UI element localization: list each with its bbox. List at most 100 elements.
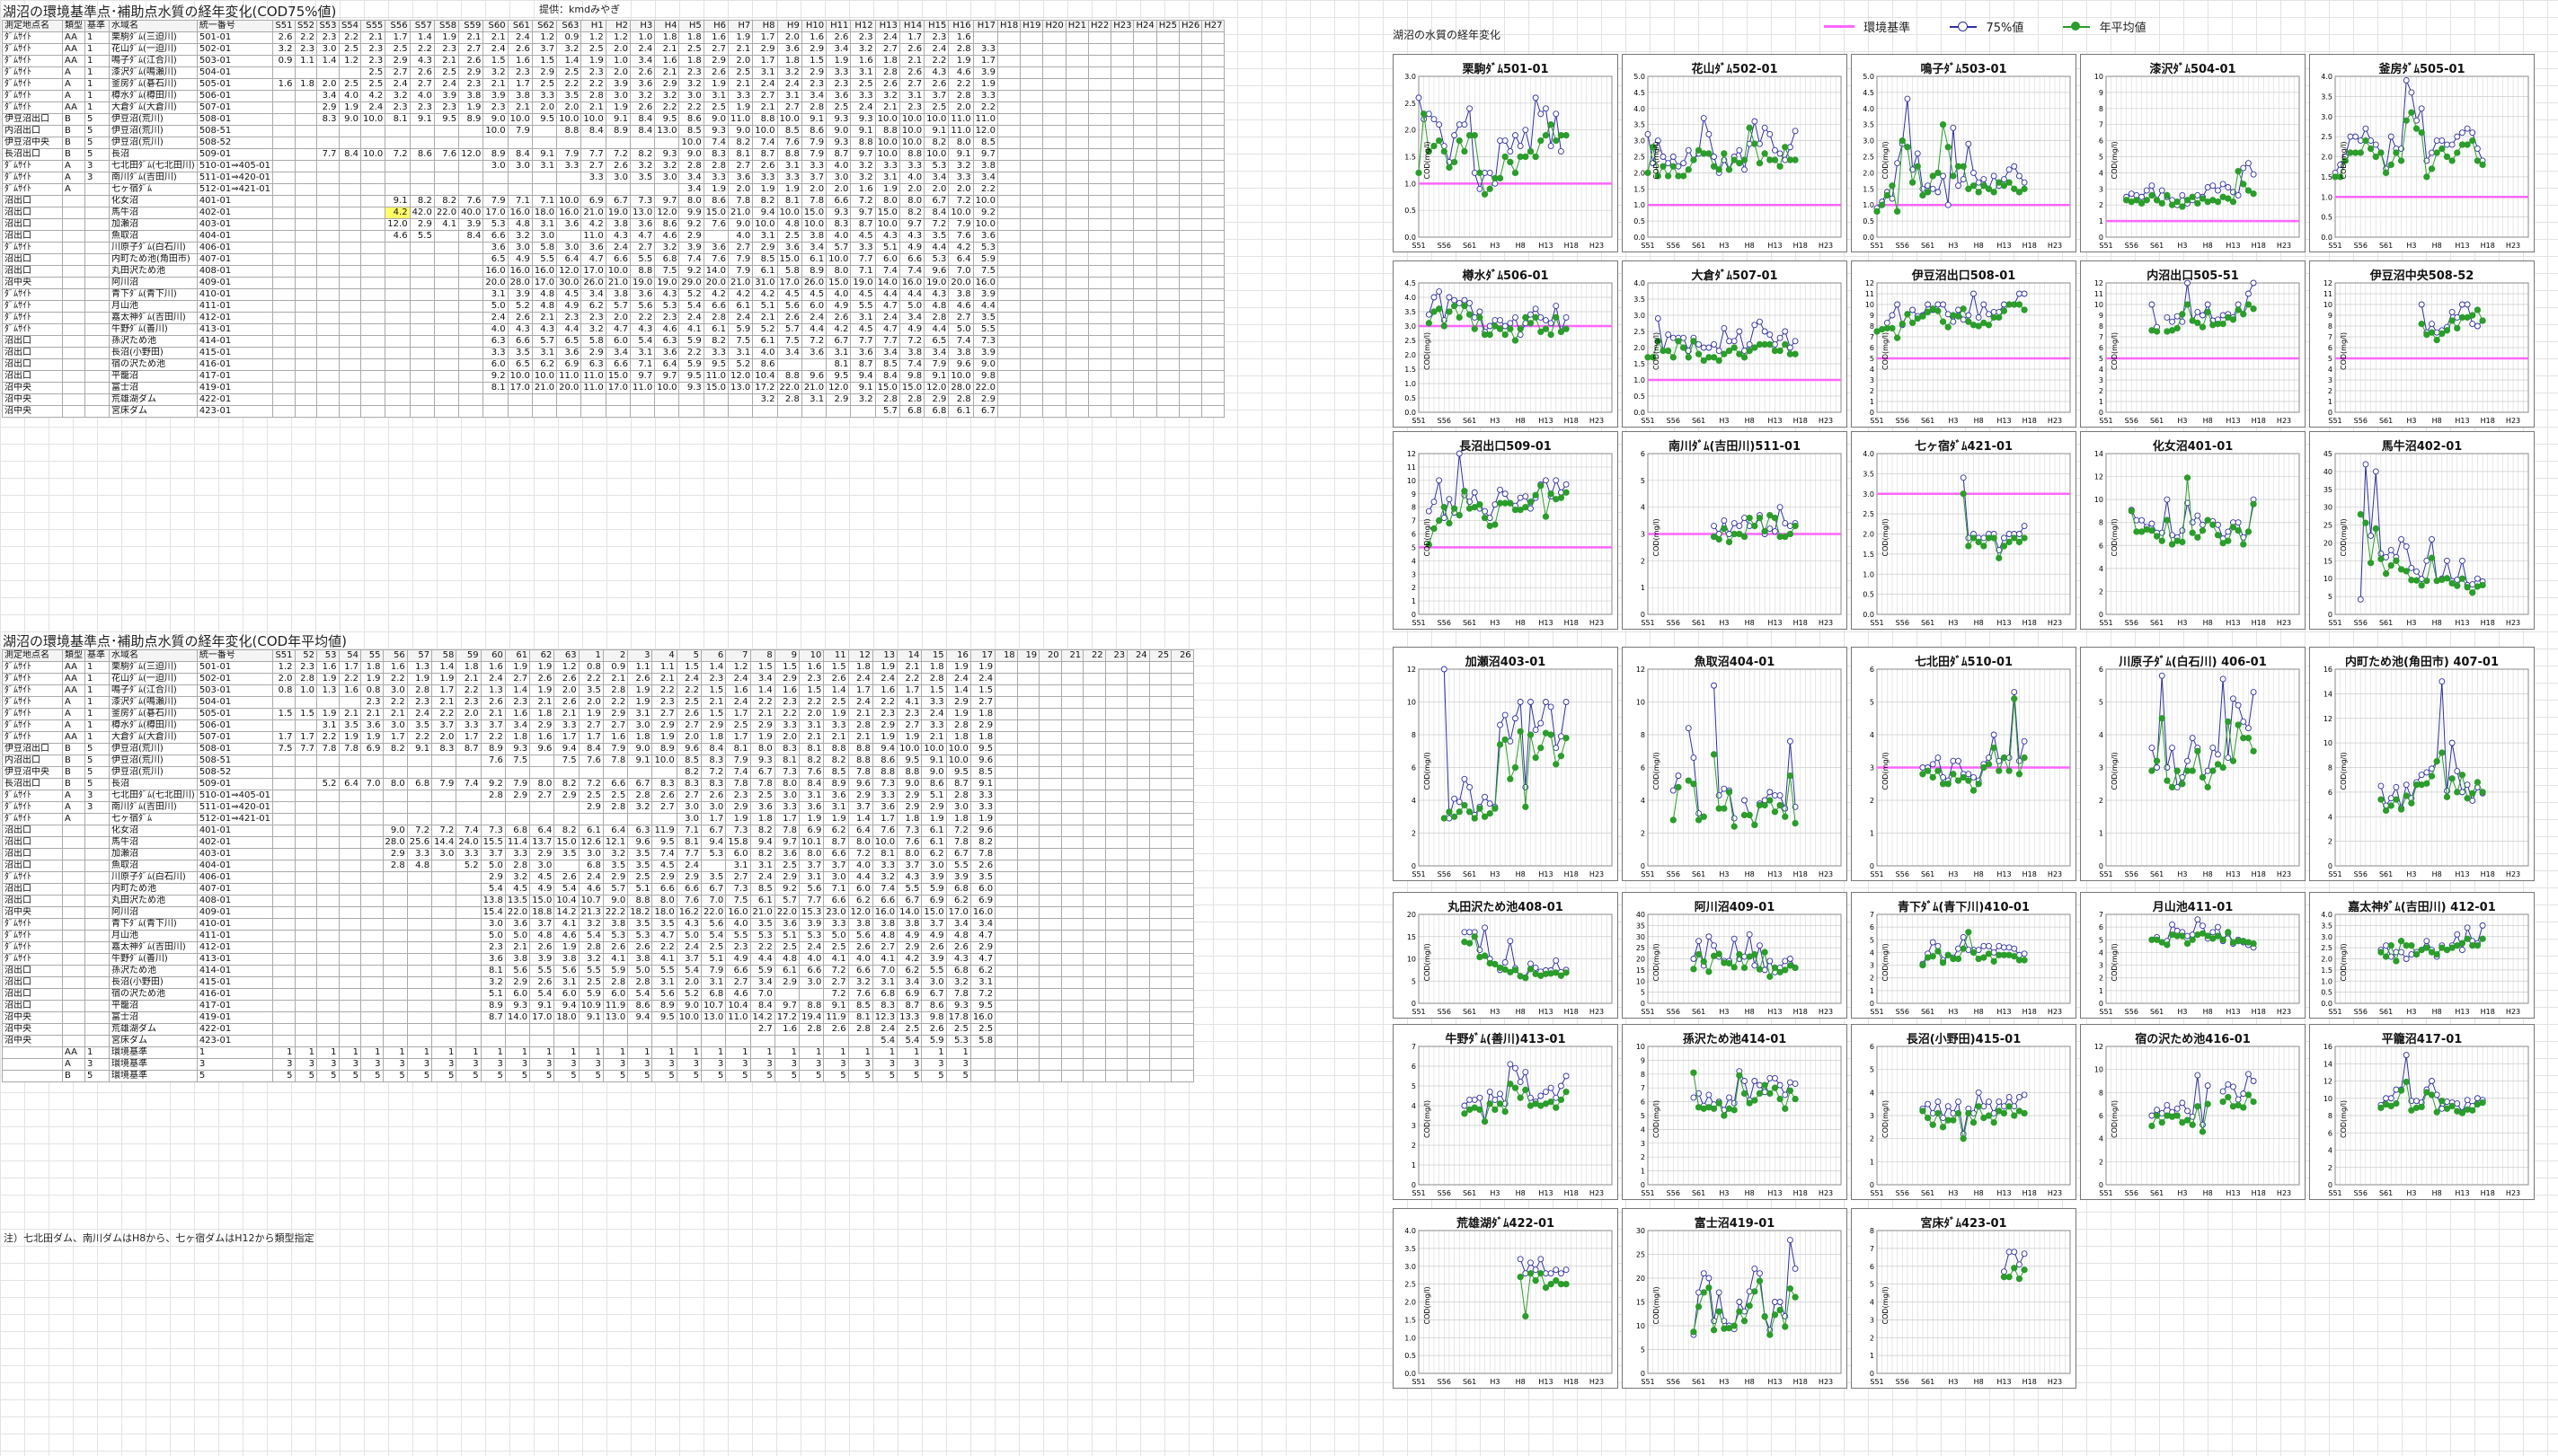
table-cell[interactable] [1087,160,1112,172]
table-cell[interactable]: 2.3 [801,78,828,91]
table-cell[interactable] [458,300,484,313]
table-cell[interactable]: 2.3 [504,696,531,709]
table-cell[interactable]: 2.9 [602,871,629,884]
table-cell[interactable]: 7.9 [482,195,509,207]
table-cell[interactable]: 4.8 [529,930,555,942]
table-cell[interactable]: 2.5 [725,719,751,732]
table-cell[interactable]: 2.4 [676,941,702,954]
table-cell[interactable] [1178,172,1203,184]
table-cell[interactable] [1083,836,1106,849]
table-cell[interactable] [62,277,85,289]
table-cell[interactable]: 5.7 [874,405,900,418]
table-cell[interactable] [1127,801,1150,814]
table-cell[interactable] [1087,66,1112,79]
table-cell[interactable] [1020,277,1044,289]
table-cell[interactable] [406,883,433,896]
table-cell[interactable]: 413-01 [196,323,274,336]
table-cell[interactable]: 3.6 [823,790,849,802]
table-cell[interactable]: 8.2 [553,825,580,837]
table-cell[interactable]: 2.9 [801,66,828,79]
table-cell[interactable]: 3.7 [823,860,849,872]
table-cell[interactable]: 2.5 [602,790,629,802]
table-cell[interactable]: 2.1 [382,708,408,720]
table-cell[interactable]: 1.8 [294,78,318,91]
table-cell[interactable]: 沼出口 [2,207,63,219]
table-cell[interactable] [1155,137,1180,149]
table-cell[interactable] [62,207,85,219]
table-cell[interactable]: 6.0 [874,253,900,266]
table-cell[interactable] [553,766,580,779]
table-cell[interactable]: 28.0 [507,277,533,289]
table-cell[interactable]: 9.5 [703,358,730,371]
table-cell[interactable] [1065,405,1089,418]
table-cell[interactable]: 8.2 [409,195,435,207]
table-cell[interactable]: 3.3 [972,90,998,102]
table-cell[interactable]: 4.1 [823,953,849,966]
column-header[interactable]: 測定地点名 [2,20,63,32]
table-cell[interactable]: 2.2 [556,78,582,91]
table-cell[interactable] [1104,965,1129,977]
table-cell[interactable]: 3.4 [776,347,802,359]
table-cell[interactable] [360,195,386,207]
table-cell[interactable]: 17.2 [774,1011,801,1024]
table-cell[interactable] [1020,66,1044,79]
table-cell[interactable]: 3.1 [482,288,509,301]
table-cell[interactable]: 5 [431,1070,457,1082]
table-cell[interactable]: 1.6 [801,31,828,44]
table-cell[interactable] [385,347,411,359]
table-cell[interactable] [1039,976,1062,989]
table-cell[interactable] [1171,1058,1194,1071]
table-cell[interactable]: 6.8 [406,778,433,790]
table-cell[interactable] [774,988,801,1001]
table-cell[interactable] [480,766,506,779]
table-cell[interactable]: 8.6 [409,148,435,161]
table-cell[interactable] [316,195,340,207]
table-cell[interactable] [1083,790,1106,802]
table-cell[interactable]: 3.5 [578,684,604,697]
table-cell[interactable]: 2.4 [406,708,433,720]
table-cell[interactable] [2,1046,63,1059]
table-cell[interactable]: 415-01 [196,347,274,359]
table-cell[interactable]: 8.4 [874,370,900,383]
table-cell[interactable] [431,895,457,907]
table-cell[interactable]: 7.8 [749,778,775,790]
table-cell[interactable] [338,218,362,231]
table-cell[interactable] [1087,300,1112,313]
table-cell[interactable]: 1.7 [725,731,751,744]
table-cell[interactable] [1148,1070,1173,1082]
table-cell[interactable]: 1.8 [776,55,802,67]
table-cell[interactable]: 沼出口 [2,825,63,837]
table-cell[interactable]: 2.6 [823,673,849,685]
table-cell[interactable] [294,393,318,406]
table-cell[interactable] [1060,1000,1084,1012]
table-cell[interactable]: 7.9 [507,125,533,137]
table-cell[interactable]: 3 [84,172,110,184]
table-cell[interactable]: 6.7 [700,883,727,896]
table-cell[interactable]: 10.0 [826,253,852,266]
table-cell[interactable] [627,766,653,779]
table-cell[interactable] [433,312,460,324]
table-cell[interactable]: 13.0 [728,382,754,394]
table-cell[interactable]: 3.3 [482,347,509,359]
table-cell[interactable]: 2.4 [480,673,506,685]
table-cell[interactable]: A [62,78,85,91]
table-cell[interactable]: 4.1 [433,218,460,231]
table-cell[interactable]: 510-01⇒405-01 [196,790,274,802]
table-cell[interactable] [62,218,85,231]
table-cell[interactable]: 3.9 [945,871,971,884]
table-cell[interactable]: 4.2 [703,288,730,301]
table-cell[interactable]: 9.2 [480,778,506,790]
table-cell[interactable]: 9.1 [823,1000,849,1012]
table-cell[interactable]: 4.0 [826,288,852,301]
table-cell[interactable]: 2.3 [316,31,340,44]
table-cell[interactable]: 1.9 [725,813,751,825]
table-cell[interactable] [995,801,1018,814]
table-cell[interactable]: 1.8 [945,731,971,744]
table-cell[interactable] [272,277,296,289]
table-cell[interactable]: 5.3 [627,930,653,942]
table-cell[interactable]: 7.9 [924,358,950,371]
table-cell[interactable]: 7.9 [728,265,754,278]
table-cell[interactable] [1148,883,1173,896]
table-cell[interactable]: 5 [84,754,110,767]
table-cell[interactable]: 9.2 [774,883,801,896]
